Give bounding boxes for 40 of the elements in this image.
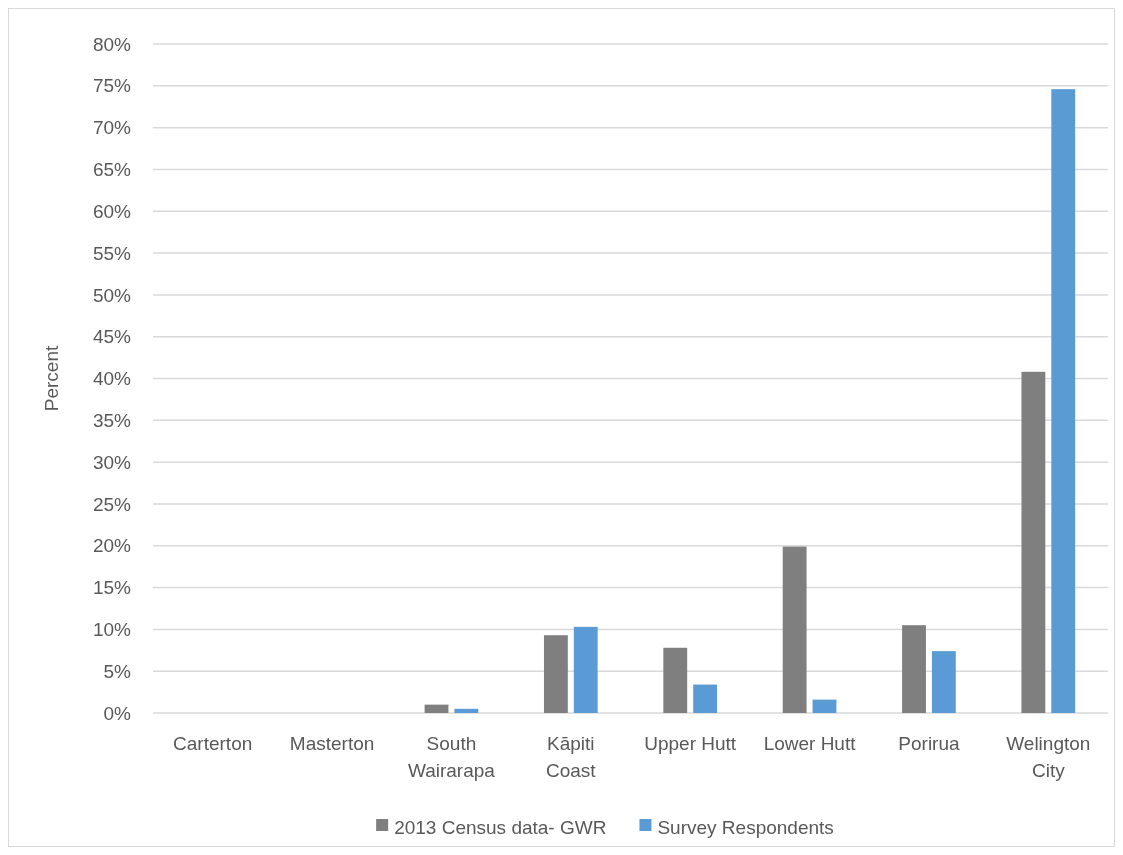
y-tick-label: 35% <box>92 409 132 431</box>
y-tick-label: 65% <box>92 159 132 181</box>
legend-label: Survey Respondents <box>657 816 834 838</box>
bar <box>543 635 568 713</box>
bar <box>693 684 718 713</box>
x-tick-label: Carterton <box>173 733 253 754</box>
legend-label: 2013 Census data- GWR <box>394 816 607 838</box>
x-tick-label: Porirua <box>898 733 960 754</box>
bar <box>902 625 926 713</box>
bar <box>424 704 449 713</box>
bar <box>663 647 688 713</box>
x-tick-label: Welington City <box>1006 733 1091 781</box>
bar <box>782 546 807 713</box>
x-tick-label: South Wairarapa <box>407 733 496 781</box>
y-tick-label: 55% <box>92 242 132 264</box>
y-tick-label: 25% <box>92 493 132 515</box>
y-tick-label: 20% <box>92 535 132 557</box>
y-tick-label: 75% <box>92 75 132 97</box>
y-tick-label: 15% <box>92 577 132 599</box>
y-tick-label: 10% <box>92 619 132 641</box>
y-tick-label: 0% <box>103 702 132 724</box>
y-tick-label: 60% <box>92 200 132 222</box>
y-tick-label: 80% <box>92 33 132 55</box>
y-axis-title: Percent <box>41 345 62 412</box>
y-tick-label: 30% <box>92 451 132 473</box>
y-tick-label: 45% <box>92 326 132 348</box>
bar <box>454 708 479 713</box>
bar <box>1051 89 1076 713</box>
x-tick-label: Masterton <box>289 733 375 754</box>
y-tick-label: 50% <box>92 284 132 306</box>
y-tick-label: 5% <box>103 660 132 682</box>
x-tick-label: Upper Hutt <box>644 733 737 754</box>
x-tick-label: Lower Hutt <box>763 733 857 754</box>
bar <box>1021 371 1046 713</box>
y-tick-label: 40% <box>92 368 132 390</box>
bar <box>931 651 956 713</box>
bar <box>812 699 837 713</box>
bar <box>573 626 598 713</box>
y-tick-label: 70% <box>92 117 132 139</box>
x-tick-label: Kāpiti Coast <box>545 733 597 781</box>
